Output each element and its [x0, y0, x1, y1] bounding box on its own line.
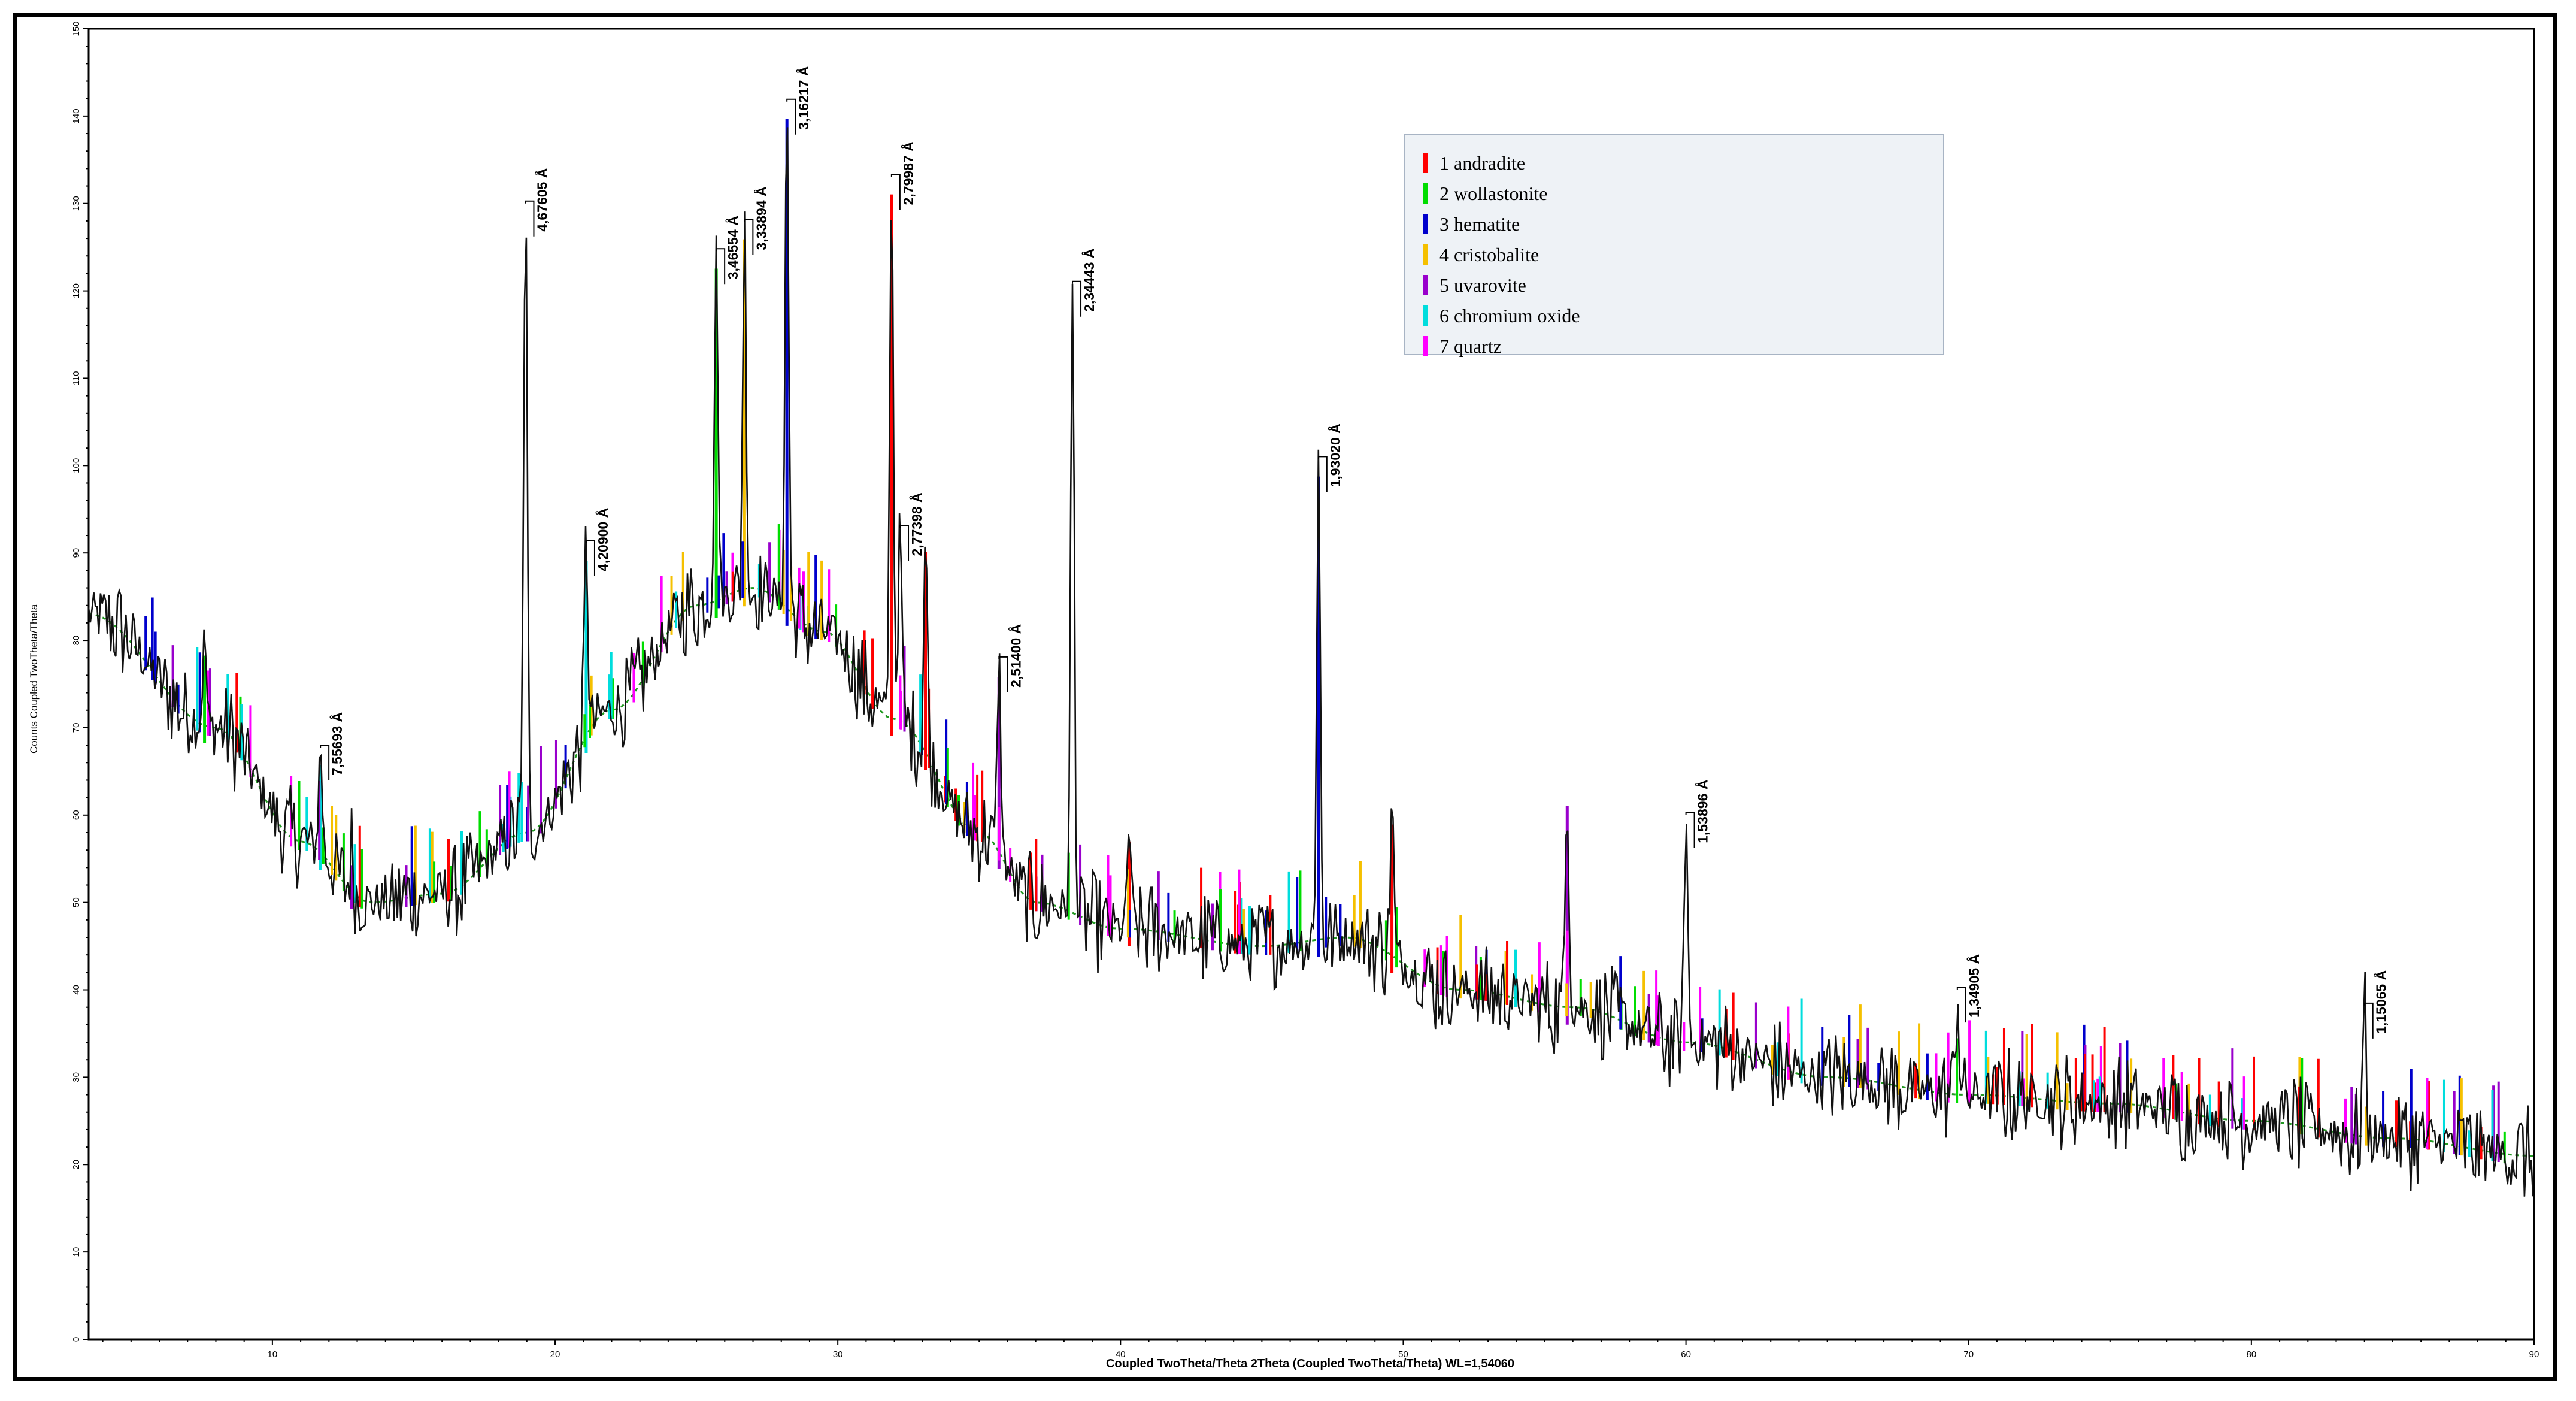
legend-swatch [1423, 336, 1428, 356]
peak-leader-19 [2363, 1002, 2374, 1039]
figure-frame: 7,55693 Å 4,67605 Å 4,20900 Å 3,46554 Å 3,33… [13, 13, 2557, 1381]
peak-label: 4,20900 Å [595, 508, 611, 571]
peak-labels: 7,55693 Å 4,67605 Å 4,20900 Å 3,46554 Å 3,33… [320, 66, 2389, 1039]
peak-leader-5 [716, 248, 726, 285]
legend-entry: 3 hematite [1439, 213, 1520, 235]
y-tick-label: 20 [71, 1160, 81, 1170]
legend-swatch [1423, 153, 1428, 173]
legend-entry: 2 wollastonite [1439, 183, 1547, 204]
y-tick-label: 30 [71, 1072, 81, 1082]
legend-entry: 5 uvarovite [1439, 274, 1526, 296]
peak-label: 2,77398 Å [908, 492, 925, 556]
peak-label: 7,55693 Å [329, 712, 345, 776]
diffraction-line [87, 127, 2534, 1197]
legend-box [1404, 134, 1944, 355]
y-tick-label: 40 [71, 985, 81, 995]
peak-label: 2,79987 Å [900, 141, 916, 205]
x-tick-label: 10 [268, 1349, 278, 1360]
legend-items: 1 andradite 2 wollastonite 3 hematite 4 cri… [1423, 152, 1580, 357]
x-tick-label: 90 [2529, 1349, 2539, 1360]
y-axis-label: Counts Coupled TwoTheta/Theta [28, 604, 40, 754]
y-tick-label: 70 [71, 723, 81, 733]
x-tick-label: 70 [1963, 1349, 1974, 1360]
y-tick-label: 100 [71, 458, 81, 473]
legend-entry: 4 cristobalite [1439, 244, 1539, 265]
xrd-pattern-chart: 7,55693 Å 4,67605 Å 4,20900 Å 3,46554 Å 3,33… [28, 21, 2539, 1370]
x-tick-label: 40 [1116, 1349, 1126, 1360]
y-tick-label: 130 [71, 196, 81, 211]
y-tick-label: 90 [71, 548, 81, 558]
legend-swatch [1423, 244, 1428, 265]
legend-swatch [1423, 305, 1428, 326]
peak-label: 3,46554 Å [725, 216, 741, 279]
peak-leader-6 [744, 219, 754, 255]
peak-leader-11 [998, 656, 1008, 692]
peak-leader-8 [890, 174, 901, 210]
peak-leader-1 [320, 745, 330, 781]
peak-label: 2,51400 Å [1007, 624, 1023, 688]
peak-leader-14 [1317, 456, 1328, 492]
x-tick-label: 50 [1398, 1349, 1408, 1360]
y-tick-label: 0 [71, 1337, 81, 1342]
legend-entry: 7 quartz [1439, 335, 1502, 357]
legend-entry: 1 andradite [1439, 152, 1525, 174]
peak-label: 1,93020 Å [1327, 423, 1343, 487]
peak-leader-4 [585, 540, 595, 576]
y-tick-label: 140 [71, 108, 81, 123]
peak-label: 1,34905 Å [1966, 954, 1982, 1018]
y-tick-label: 110 [71, 371, 81, 386]
legend-swatch [1423, 214, 1428, 234]
x-tick-label: 20 [550, 1349, 560, 1360]
peak-leader-12 [1072, 280, 1082, 317]
x-axis-ticks: 10 20 30 40 50 60 70 80 90 [102, 1339, 2539, 1360]
plot-border [87, 28, 2535, 1341]
legend-entry: 6 chromium oxide [1439, 305, 1580, 326]
peak-leader-3 [525, 200, 535, 237]
y-tick-label: 50 [71, 897, 81, 907]
peak-label: 1,15065 Å [2373, 970, 2389, 1034]
peak-label: 1,53896 Å [1695, 780, 1711, 843]
peak-label: 3,33894 Å [753, 186, 769, 250]
y-tick-label: 10 [71, 1247, 81, 1257]
peak-leader-17 [1685, 812, 1695, 848]
x-axis-label: Coupled TwoTheta/Theta 2Theta (Coupled T… [1106, 1357, 1514, 1370]
y-tick-label: 60 [71, 810, 81, 820]
x-tick-label: 80 [2247, 1349, 2257, 1360]
plot-area: 7,55693 Å 4,67605 Å 4,20900 Å 3,46554 Å 3,33… [87, 28, 2535, 1341]
peak-leader-9 [899, 525, 910, 561]
peak-leader-18 [1956, 987, 1966, 1023]
peak-label: 4,67605 Å [534, 168, 550, 232]
y-tick-label: 80 [71, 636, 81, 646]
legend: 1 andradite 2 wollastonite 3 hematite 4 cri… [1404, 134, 1944, 357]
y-tick-label: 150 [71, 21, 81, 36]
legend-swatch [1423, 183, 1428, 204]
diffraction-trace [87, 127, 2534, 1197]
y-axis-ticks: 0 10 20 30 40 50 60 70 80 90 100 110 120 130 140 150 [71, 21, 89, 1342]
y-tick-label: 120 [71, 283, 81, 298]
legend-swatch [1423, 275, 1428, 295]
x-tick-label: 60 [1681, 1349, 1691, 1360]
peak-leader-7 [786, 98, 796, 135]
peak-label: 2,34443 Å [1081, 249, 1097, 312]
peak-label: 3,16217 Å [795, 66, 811, 130]
x-tick-label: 30 [833, 1349, 843, 1360]
